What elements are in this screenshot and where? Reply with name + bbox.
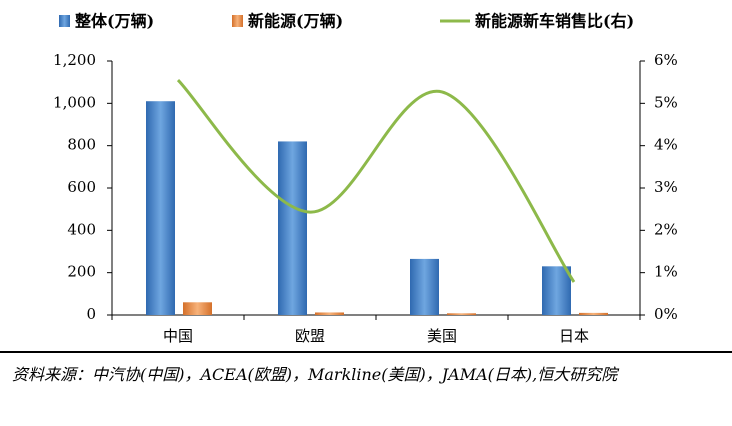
x-tick-label: 中国 xyxy=(163,327,193,345)
x-tick-label: 欧盟 xyxy=(295,327,325,345)
bar xyxy=(315,312,344,315)
y2-tick-label: 0% xyxy=(654,305,678,323)
bar xyxy=(146,101,175,315)
bar xyxy=(542,266,571,315)
y2-tick-label: 3% xyxy=(654,178,678,196)
y-tick-label: 800 xyxy=(67,136,96,154)
y-tick-label: 0 xyxy=(86,305,96,323)
bar xyxy=(579,312,608,315)
y-tick-label: 200 xyxy=(67,263,96,281)
legend-label: 整体(万辆) xyxy=(74,12,154,31)
legend-swatch xyxy=(232,15,243,27)
y-tick-label: 1,000 xyxy=(53,93,96,111)
legend-label: 新能源(万辆) xyxy=(248,12,343,31)
chart: 0 200 400 600 800 1,000 1,200 0% 1% 2% 3% 4% 5% 6% 中国 欧… xyxy=(53,12,678,346)
y2-tick-label: 6% xyxy=(654,51,678,69)
separator xyxy=(0,351,732,353)
bar xyxy=(447,313,476,315)
bar xyxy=(278,141,307,315)
y2-tick-label: 2% xyxy=(654,220,678,238)
legend-label: 新能源新车销售比(右) xyxy=(475,12,634,31)
line xyxy=(176,78,576,283)
x-tick-label: 美国 xyxy=(427,327,457,345)
bar xyxy=(410,258,439,315)
source-note: 资料来源：中汽协(中国)，ACEA(欧盟)，Markline(美国)，JAMA(… xyxy=(12,365,618,384)
legend-swatch xyxy=(59,15,70,27)
y-tick-label: 600 xyxy=(67,178,96,196)
bar xyxy=(183,302,212,315)
x-tick-label: 日本 xyxy=(559,327,589,345)
y-tick-label: 400 xyxy=(67,220,96,238)
y-tick-label: 1,200 xyxy=(53,51,96,69)
y2-tick-label: 4% xyxy=(654,136,678,154)
y2-tick-label: 5% xyxy=(654,93,678,111)
y2-tick-label: 1% xyxy=(654,263,678,281)
